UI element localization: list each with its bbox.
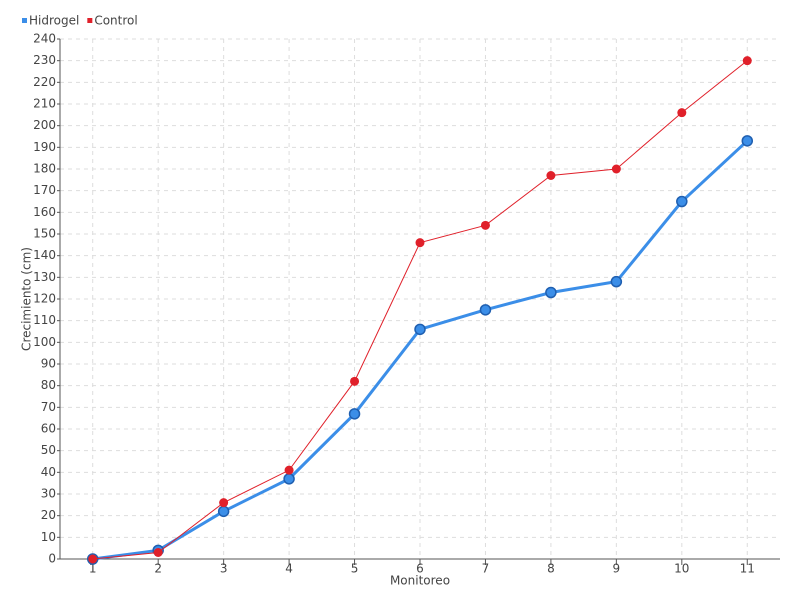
y-tick-label: 240: [33, 32, 56, 46]
x-tick-label: 7: [482, 562, 490, 576]
y-tick-label: 90: [41, 357, 56, 371]
x-tick-label: 2: [154, 562, 162, 576]
y-tick-label: 190: [33, 140, 56, 154]
data-point: [479, 304, 492, 316]
y-tick-label: 150: [33, 227, 56, 241]
data-point: [284, 465, 294, 475]
data-point: [610, 275, 623, 288]
x-tick-label: 1: [89, 562, 97, 576]
data-point: [217, 505, 230, 518]
data-point: [153, 548, 163, 557]
x-tick-label: 4: [285, 562, 293, 576]
y-tick-label: 220: [33, 75, 56, 89]
legend-swatch: [22, 18, 27, 23]
data-point: [219, 498, 229, 508]
data-point: [546, 171, 556, 180]
y-tick-label: 60: [41, 422, 56, 436]
x-tick-label: 3: [220, 562, 228, 576]
y-tick-label: 10: [41, 530, 56, 544]
y-tick-label: 100: [33, 335, 56, 349]
data-point: [545, 286, 557, 299]
data-point: [676, 195, 688, 208]
data-point: [415, 238, 425, 248]
data-point: [742, 56, 752, 66]
data-point: [283, 473, 295, 485]
y-tick-label: 30: [41, 487, 56, 501]
y-tick-label: 0: [48, 552, 56, 566]
y-tick-label: 140: [33, 248, 56, 262]
y-tick-label: 210: [33, 97, 56, 111]
y-tick-label: 110: [33, 313, 56, 327]
data-point: [350, 376, 360, 386]
x-axis-title: Monitoreo: [390, 574, 450, 588]
data-point: [741, 135, 754, 147]
x-tick-label: 5: [351, 562, 359, 576]
y-axis-title: Crecimiento (cm): [20, 247, 34, 351]
x-tick-label: 8: [547, 562, 555, 576]
y-tick-label: 200: [33, 118, 56, 132]
y-tick-label: 130: [33, 270, 56, 284]
y-tick-label: 230: [33, 53, 56, 67]
data-point: [414, 323, 426, 336]
y-tick-label: 40: [41, 465, 56, 479]
legend-swatch: [87, 18, 93, 23]
x-tick-label: 6: [416, 562, 424, 576]
legend-label: Hidrogel: [29, 14, 79, 28]
x-tick-label: 11: [740, 562, 755, 576]
y-tick-label: 70: [41, 400, 56, 414]
y-tick-label: 170: [33, 183, 56, 197]
data-point: [611, 164, 621, 174]
data-point: [480, 220, 490, 230]
y-tick-label: 180: [33, 162, 56, 176]
y-tick-label: 20: [41, 508, 56, 522]
x-tick-label: 10: [674, 562, 689, 576]
y-tick-label: 160: [33, 205, 56, 219]
x-tick-label: 9: [613, 562, 621, 576]
y-tick-label: 50: [41, 443, 56, 457]
data-point: [88, 554, 98, 564]
legend-label: Control: [94, 14, 137, 28]
y-tick-label: 120: [33, 292, 56, 306]
y-tick-label: 80: [41, 378, 56, 392]
data-point: [677, 108, 687, 118]
data-point: [348, 408, 361, 420]
